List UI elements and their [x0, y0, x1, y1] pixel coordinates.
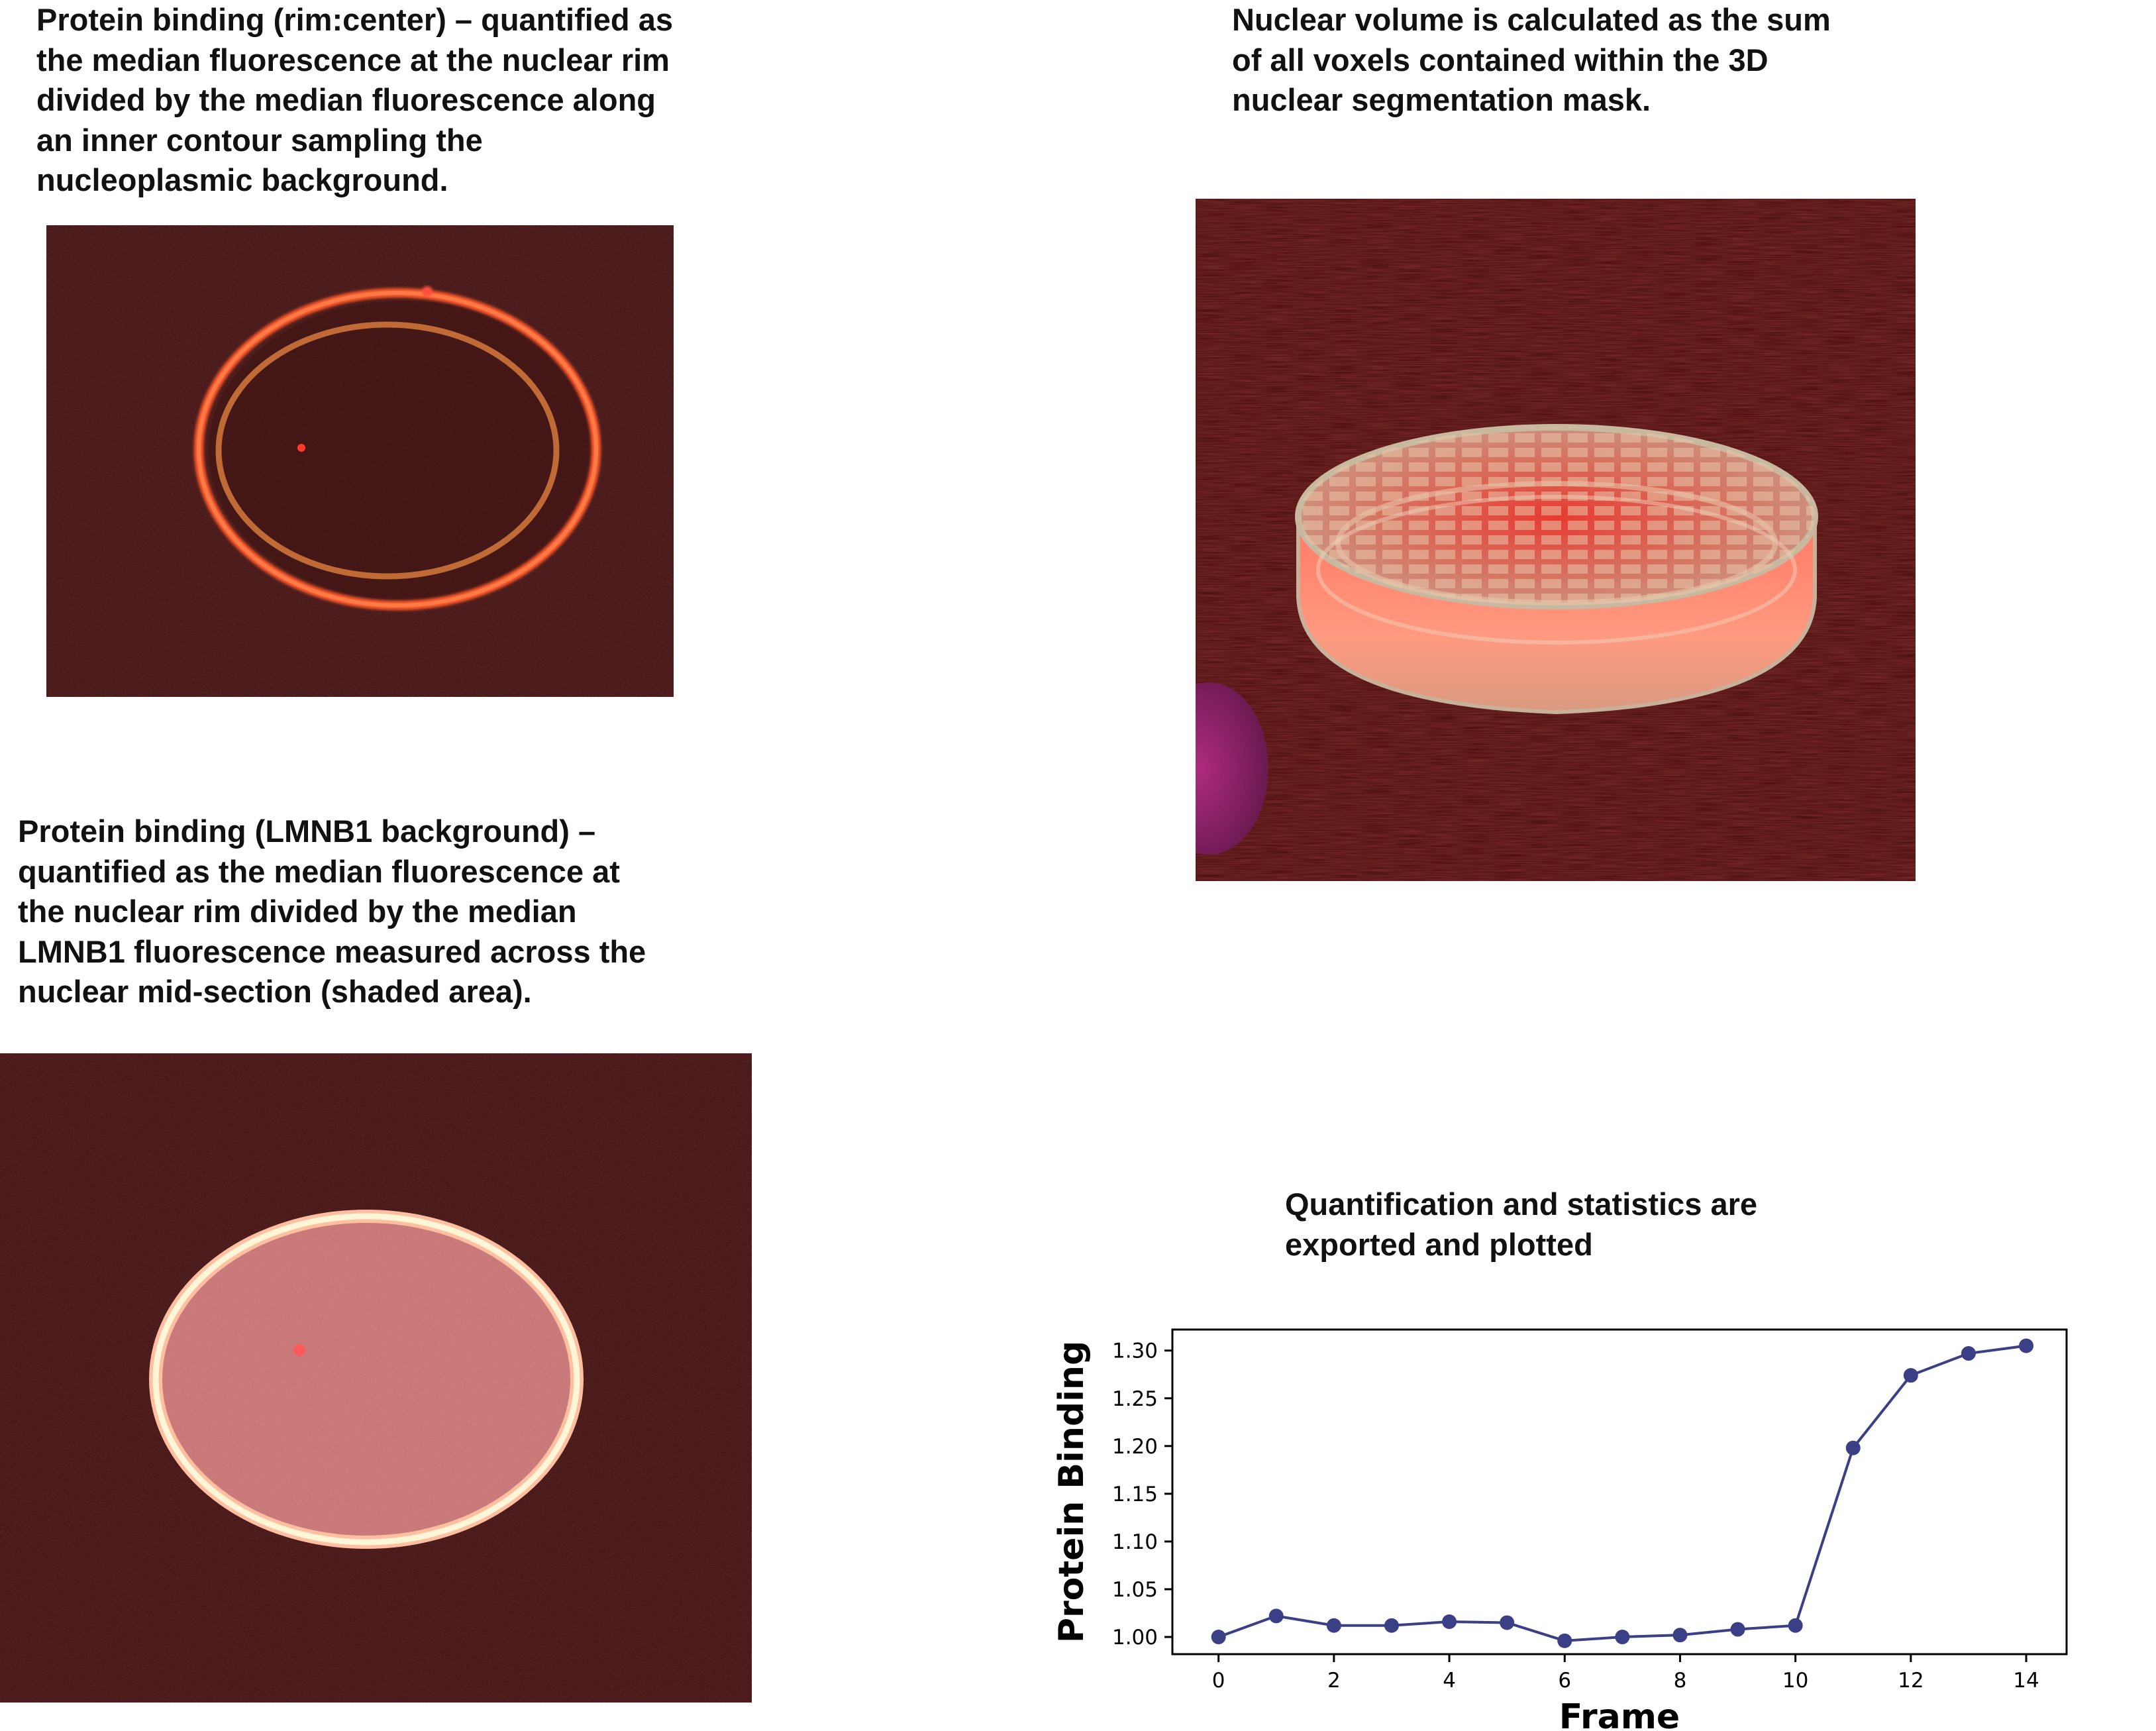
y-axis-label: Protein Binding: [1052, 1341, 1092, 1643]
caption-volume: Nuclear volume is calculated as the sum …: [1232, 0, 1831, 121]
y-tick-label: 1.05: [1112, 1578, 1158, 1602]
data-point: [2019, 1338, 2034, 1353]
data-point: [1384, 1618, 1399, 1633]
caption-stats: Quantification and statistics are export…: [1285, 1184, 1757, 1265]
x-tick-label: 4: [1443, 1669, 1456, 1693]
caption-line: nuclear segmentation mask.: [1232, 82, 1651, 117]
caption-line: the median fluorescence at the nuclear r…: [36, 42, 670, 78]
caption-rim-center: Protein binding (rim:center) – quantifie…: [36, 0, 673, 201]
micrograph-3d-volume: [1196, 199, 1916, 881]
x-tick-label: 2: [1327, 1669, 1341, 1693]
caption-line: Protein binding (rim:center) – quantifie…: [36, 2, 673, 37]
y-tick-label: 1.30: [1112, 1339, 1158, 1363]
caption-lmnb1: Protein binding (LMNB1 background) – qua…: [18, 812, 646, 1012]
micrograph-lmnb1: [0, 1053, 752, 1703]
data-point: [1903, 1368, 1918, 1383]
data-point: [1730, 1622, 1745, 1637]
caption-line: Protein binding (LMNB1 background) –: [18, 813, 596, 849]
caption-line: Quantification and statistics are: [1285, 1186, 1758, 1222]
caption-line: LMNB1 fluorescence measured across the: [18, 933, 646, 969]
data-point: [1500, 1615, 1515, 1630]
data-point: [1268, 1608, 1284, 1624]
micrograph-rim-center: [46, 225, 674, 697]
x-tick-label: 14: [2013, 1669, 2039, 1693]
y-tick-label: 1.15: [1112, 1483, 1158, 1506]
protein-binding-chart: 1.00 1.05 1.10 1.15 1.20 1.25 1.30 0 2 4 6 8 10 12 14…: [1052, 1328, 2068, 1731]
x-axis-label: Frame: [1559, 1697, 1680, 1731]
data-point: [1845, 1440, 1861, 1455]
caption-line: of all voxels contained within the 3D: [1232, 42, 1769, 78]
data-series: [1211, 1338, 2034, 1648]
plot-frame: [1171, 1328, 2068, 1655]
y-tick-label: 1.20: [1112, 1435, 1158, 1459]
caption-line: the nuclear rim divided by the median: [18, 894, 577, 929]
data-point: [1615, 1630, 1630, 1645]
data-point: [1557, 1633, 1572, 1648]
y-tick-label: 1.00: [1112, 1626, 1158, 1650]
x-tick-label: 12: [1898, 1669, 1924, 1693]
x-tick-label: 8: [1674, 1669, 1687, 1693]
caption-line: nuclear mid-section (shaded area).: [18, 974, 532, 1009]
data-point: [1442, 1614, 1457, 1629]
caption-line: an inner contour sampling the: [36, 122, 483, 158]
x-tick-label: 0: [1212, 1669, 1225, 1693]
data-point: [1326, 1618, 1341, 1633]
data-point: [1961, 1346, 1976, 1361]
caption-line: quantified as the median fluorescence at: [18, 853, 620, 889]
y-axis-ticks: 1.00 1.05 1.10 1.15 1.20 1.25 1.30: [1112, 1339, 1172, 1650]
caption-line: divided by the median fluorescence along: [36, 82, 656, 117]
y-tick-label: 1.25: [1112, 1387, 1158, 1411]
caption-line: Nuclear volume is calculated as the sum: [1232, 2, 1831, 37]
data-point: [1672, 1628, 1688, 1643]
x-tick-label: 10: [1782, 1669, 1808, 1693]
data-point: [1788, 1618, 1803, 1633]
y-tick-label: 1.10: [1112, 1530, 1158, 1554]
x-axis-ticks: 0 2 4 6 8 10 12 14: [1212, 1654, 2039, 1693]
caption-line: nucleoplasmic background.: [36, 162, 448, 197]
series-line: [1217, 1344, 2027, 1642]
x-tick-label: 6: [1558, 1669, 1571, 1693]
data-point: [1211, 1630, 1226, 1645]
caption-line: exported and plotted: [1285, 1226, 1593, 1262]
